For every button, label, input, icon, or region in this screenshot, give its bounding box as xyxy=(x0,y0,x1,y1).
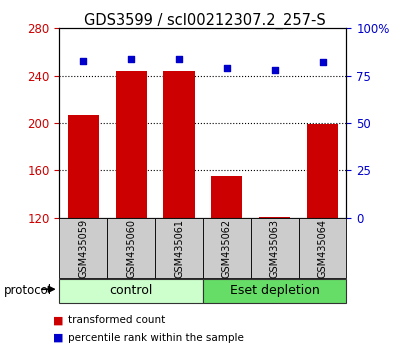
Text: GSM435062: GSM435062 xyxy=(221,218,231,278)
Text: control: control xyxy=(109,284,153,297)
Bar xyxy=(298,218,346,278)
Point xyxy=(128,56,134,62)
Text: GDS3599 / scl00212307.2_257-S: GDS3599 / scl00212307.2_257-S xyxy=(84,12,325,29)
Text: ■: ■ xyxy=(53,333,64,343)
Bar xyxy=(258,217,290,218)
Bar xyxy=(155,218,202,278)
Point xyxy=(319,59,325,65)
Bar xyxy=(59,218,107,278)
Text: protocol: protocol xyxy=(4,284,52,297)
Text: GSM435060: GSM435060 xyxy=(126,219,136,278)
Text: GSM435064: GSM435064 xyxy=(317,219,327,278)
Text: GSM435059: GSM435059 xyxy=(78,218,88,278)
Point xyxy=(271,67,277,73)
Bar xyxy=(306,124,337,218)
Bar xyxy=(250,218,298,278)
Point xyxy=(80,58,86,63)
Bar xyxy=(202,279,346,303)
Bar xyxy=(115,71,146,218)
Bar xyxy=(211,176,242,218)
Text: ■: ■ xyxy=(53,315,64,325)
Text: GSM435061: GSM435061 xyxy=(173,219,184,278)
Bar xyxy=(107,218,155,278)
Point xyxy=(175,56,182,62)
Point xyxy=(223,65,229,71)
Text: Eset depletion: Eset depletion xyxy=(229,284,319,297)
Bar xyxy=(163,71,194,218)
Text: transformed count: transformed count xyxy=(67,315,164,325)
Bar xyxy=(67,115,99,218)
Text: percentile rank within the sample: percentile rank within the sample xyxy=(67,333,243,343)
Text: GSM435063: GSM435063 xyxy=(269,219,279,278)
Bar xyxy=(59,279,202,303)
Bar xyxy=(202,218,250,278)
